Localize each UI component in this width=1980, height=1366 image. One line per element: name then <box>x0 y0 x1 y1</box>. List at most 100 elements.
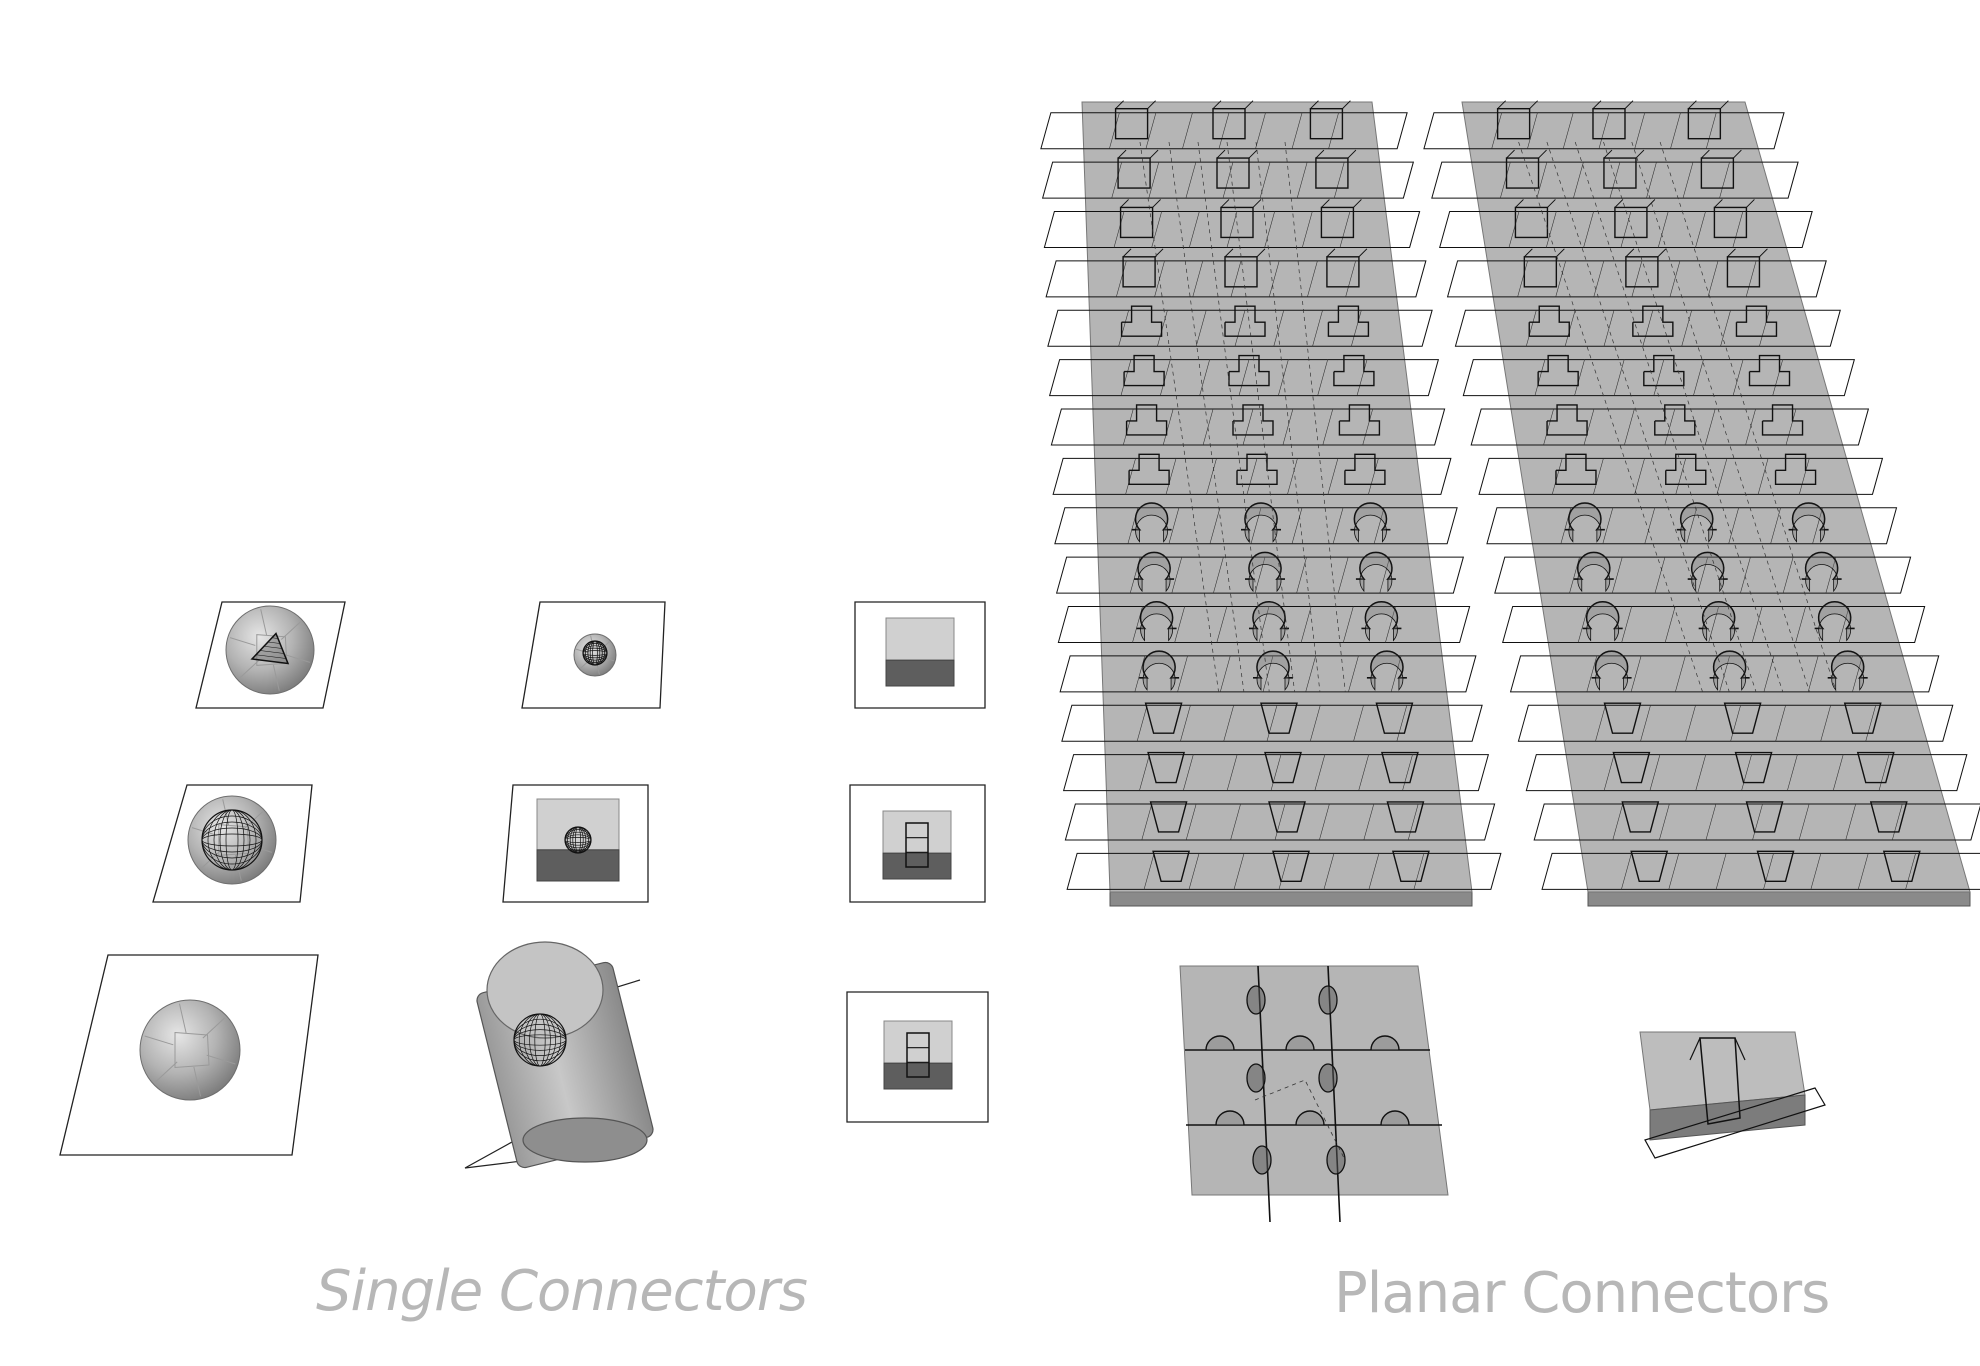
plane-grid-line <box>1763 655 1775 692</box>
box-notch-connector <box>1687 107 1722 140</box>
plane-grid-line <box>1649 754 1661 791</box>
plane-grid-line <box>1206 458 1217 495</box>
box-notch-edge <box>1635 149 1645 159</box>
plane-grid-line <box>1180 705 1191 742</box>
plane-grid-line <box>1351 310 1362 347</box>
block-front <box>1649 1094 1806 1141</box>
box-notch-connector <box>1625 256 1659 288</box>
plane-grid-line <box>1695 754 1707 791</box>
plane-grid-line <box>1812 507 1823 544</box>
plane-grid-line <box>1852 655 1863 692</box>
construction-dashed-line <box>1603 141 1784 693</box>
plane-grid-line <box>1745 408 1756 446</box>
box-notch-edge <box>1614 199 1624 208</box>
plane-grid-line <box>1697 556 1708 594</box>
connector-frame-plane <box>152 784 313 903</box>
plane-grid-line <box>1373 507 1385 544</box>
plane-grid-line <box>1216 606 1228 643</box>
cube-dark-face <box>883 1062 953 1090</box>
construction-dashed-line <box>1574 141 1757 693</box>
box-notch-edge <box>1326 248 1336 258</box>
box-notch-connector <box>1726 256 1761 288</box>
box-notch-edge <box>1220 199 1230 208</box>
dovetail-connector <box>1723 702 1762 734</box>
panel-hook <box>1215 1110 1245 1126</box>
sphere-facet <box>272 664 280 691</box>
plane-grid-line <box>1609 161 1621 199</box>
plane-grid-line <box>1291 112 1303 149</box>
plane-grid-line <box>1611 556 1623 594</box>
cylinder-bottom-cap <box>522 1117 648 1163</box>
plane-grid-line <box>1255 112 1266 149</box>
plane-grid-line <box>1892 803 1903 841</box>
round-hook-wall <box>1248 552 1282 593</box>
round-hook-wall <box>1680 502 1714 543</box>
plane-grid-line <box>1675 655 1686 692</box>
panel-hook <box>1380 1110 1410 1126</box>
plane-grid-line <box>1551 458 1563 495</box>
cube-dark-face <box>885 659 955 687</box>
sphere-wireframe <box>564 826 592 854</box>
pyramid-hatch <box>263 645 283 649</box>
pyramid-hatch <box>267 641 281 644</box>
plane-grid-line <box>1141 803 1153 841</box>
round-hook-wall <box>1370 650 1404 691</box>
plane-grid-line <box>1759 310 1770 347</box>
box-notch-connector <box>1114 107 1149 140</box>
cylinder-top-cap <box>486 941 604 1039</box>
plane-grid-line <box>1337 556 1349 594</box>
panel-hook <box>1370 1035 1400 1051</box>
round-hook-wall <box>1244 502 1278 543</box>
cutting-plane <box>1054 507 1458 545</box>
plane-grid-line <box>1323 853 1335 890</box>
cube-dark-face <box>536 849 620 882</box>
plane-grid-line <box>1838 606 1850 643</box>
cutting-plane <box>1541 852 1980 890</box>
plane-grid-line <box>1162 408 1174 446</box>
single-connector-1 <box>195 601 346 709</box>
cutting-plane <box>1494 556 1912 594</box>
wire-meridian <box>518 1013 562 1067</box>
round-hook-wall <box>1691 552 1725 593</box>
box-notch-connector <box>1614 206 1648 239</box>
plane-grid-line <box>1234 310 1246 347</box>
plane-grid-line <box>1143 853 1155 890</box>
cutting-plane <box>1041 161 1415 199</box>
plane-grid-line <box>1296 556 1307 594</box>
plane-grid-line <box>1368 458 1379 495</box>
dovetail-connector <box>1843 702 1882 734</box>
plane-grid-line <box>1719 161 1730 199</box>
box-notch-edge <box>1216 149 1226 159</box>
sphere-wireframe <box>513 1013 567 1067</box>
plane-grid-line <box>1562 112 1574 149</box>
sphere-facet <box>154 1061 178 1083</box>
block-slot-wire <box>1699 1037 1741 1125</box>
plane-grid-line <box>1309 705 1321 742</box>
plane-grid-line <box>1322 408 1334 446</box>
cutting-plane <box>1059 655 1477 693</box>
wire-meridian <box>567 826 589 854</box>
cutting-plane <box>1066 852 1502 890</box>
plane-grid-line <box>1586 655 1598 692</box>
plane-grid-line <box>1624 408 1635 446</box>
plane-grid-line <box>1634 458 1645 495</box>
sphere-facet <box>193 1066 202 1097</box>
t-slot-connector <box>1643 354 1685 387</box>
plane-grid-line <box>1160 359 1171 396</box>
box-notch-edge <box>1733 149 1742 159</box>
box-notch-connector <box>1514 206 1549 239</box>
plane-grid-line <box>1116 260 1127 297</box>
cutting-plane <box>1062 754 1490 792</box>
plane-grid-line <box>1825 556 1837 594</box>
block-cut-plane <box>1644 1087 1826 1159</box>
dovetail-connector <box>1882 850 1921 883</box>
planar-slab-1 <box>1040 100 1502 907</box>
cutting-plane <box>1061 704 1483 742</box>
t-slot-connector <box>1761 404 1804 436</box>
cube-solid <box>536 798 620 851</box>
sphere-solid <box>225 605 315 695</box>
plane-grid-line <box>1177 655 1188 692</box>
sphere-facet <box>260 609 268 636</box>
plane-grid-line <box>1189 211 1200 248</box>
box-notch-edge <box>1657 248 1667 258</box>
